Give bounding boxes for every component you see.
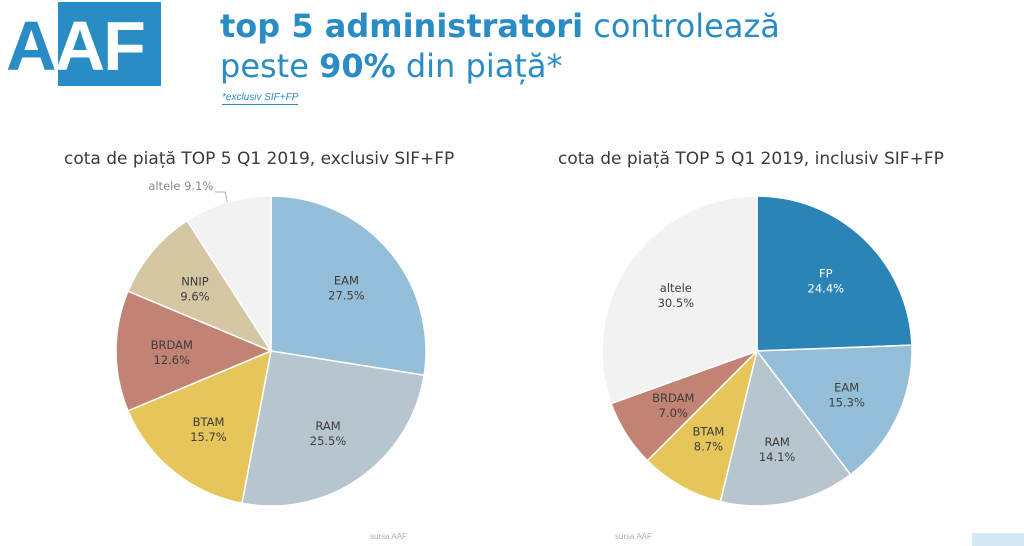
source-note-right: sursa AAF [615, 532, 652, 541]
logo-box [58, 2, 161, 86]
chart-title-right: cota de piață TOP 5 Q1 2019, inclusiv SI… [558, 149, 944, 169]
pie-slice-eam [270, 195, 427, 377]
slice-name-brdam: BRDAM [652, 391, 694, 405]
leader-line-altele [215, 191, 228, 203]
pie-slice-btam [127, 349, 272, 505]
pie-slice-fp [756, 195, 913, 352]
pie-slice-altele [601, 195, 758, 405]
slice-value-ram: 25.5% [310, 434, 347, 448]
headline-rest-2: din piață* [395, 47, 563, 85]
slice-name-btam: BTAM [193, 415, 225, 429]
headline-bold-2: 90% [319, 47, 396, 85]
pie-slice-eam [755, 344, 913, 476]
slice-name-fp: FP [819, 267, 833, 281]
slice-value-btam: 15.7% [190, 430, 227, 444]
slice-name-ram: RAM [315, 419, 340, 433]
aaf-logo: AAF [0, 2, 161, 86]
headline-line-1: top 5 administratori controlează [220, 7, 780, 45]
slice-name-altele: altele [660, 281, 692, 295]
slice-name-eam: EAM [334, 274, 359, 288]
footnote: *exclusiv SIF+FP [222, 92, 299, 105]
slice-value-eam: 15.3% [828, 396, 865, 410]
source-note-left: sursa AAF [370, 532, 407, 541]
slice-value-brdam: 7.0% [659, 406, 688, 420]
headline-pre-2: peste [220, 47, 320, 85]
logo-text: AAF [6, 7, 146, 85]
slice-name-brdam: BRDAM [151, 338, 193, 352]
slice-label-altele: altele 9.1% [148, 180, 213, 193]
pie-slice-btam [646, 348, 759, 503]
slice-name-nnip: NNIP [181, 274, 209, 288]
slice-name-eam: EAM [834, 381, 859, 395]
slice-name-btam: BTAM [692, 424, 724, 438]
pie-slice-ram [241, 350, 425, 507]
slice-value-altele: 30.5% [658, 296, 695, 310]
pie-slice-nnip [127, 219, 273, 353]
headline-line-2: peste 90% din piață* [220, 46, 780, 86]
slice-name-ram: RAM [764, 435, 789, 449]
corner-bar [972, 533, 1024, 546]
logo-letter-a: A [6, 7, 57, 85]
slice-value-nnip: 9.6% [180, 289, 209, 303]
slice-value-ram: 14.1% [759, 450, 796, 464]
headline-rest-1: controlează [583, 7, 780, 45]
pie-slice-altele [186, 195, 272, 354]
pie-slice-brdam [115, 290, 273, 412]
slice-value-brdam: 12.6% [154, 353, 191, 367]
pie-slice-ram [719, 349, 852, 507]
page-headline: top 5 administratori controlează peste 9… [220, 6, 780, 86]
slice-value-fp: 24.4% [808, 282, 845, 296]
chart-title-left: cota de piață TOP 5 Q1 2019, exclusiv SI… [64, 149, 455, 169]
slice-value-eam: 27.5% [328, 289, 365, 303]
logo-letters-af: AF [54, 7, 146, 85]
headline-bold-1: top 5 administratori [220, 7, 584, 45]
slice-value-btam: 8.7% [694, 439, 723, 453]
